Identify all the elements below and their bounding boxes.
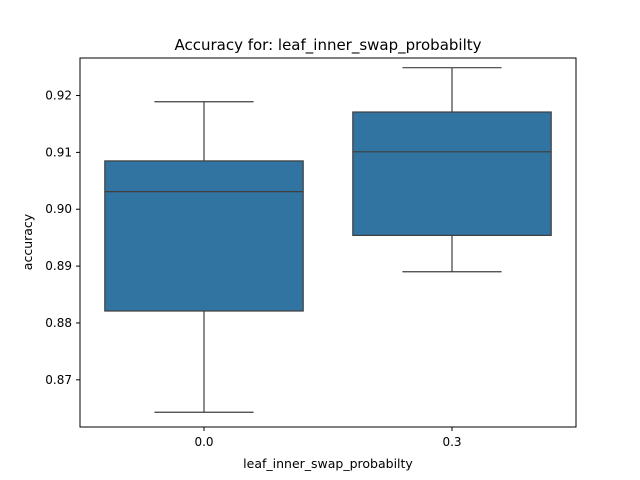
x-tick-label: 0.0	[194, 435, 213, 449]
axes-frame	[79, 57, 577, 428]
box-iqr	[104, 160, 304, 312]
plot-area	[104, 67, 552, 413]
y-tick-label: 0.91	[45, 145, 72, 159]
y-tick-label: 0.89	[45, 259, 72, 273]
box-group-0.0	[104, 101, 304, 413]
y-axis-label: accuracy	[20, 213, 35, 270]
y-tick-label: 0.90	[45, 202, 72, 216]
y-tick-label: 0.87	[45, 373, 72, 387]
box-iqr	[352, 111, 552, 236]
x-tick-label: 0.3	[442, 435, 461, 449]
y-tick-label: 0.88	[45, 316, 72, 330]
chart-title: Accuracy for: leaf_inner_swap_probabilty	[174, 36, 481, 55]
x-axis-label: leaf_inner_swap_probabilty	[243, 456, 413, 471]
box-group-0.3	[352, 67, 552, 273]
y-tick-label: 0.92	[45, 89, 72, 103]
axis-ticks: 0.87 0.88 0.89 0.90 0.91 0.92 0.0 0.3	[45, 89, 461, 449]
